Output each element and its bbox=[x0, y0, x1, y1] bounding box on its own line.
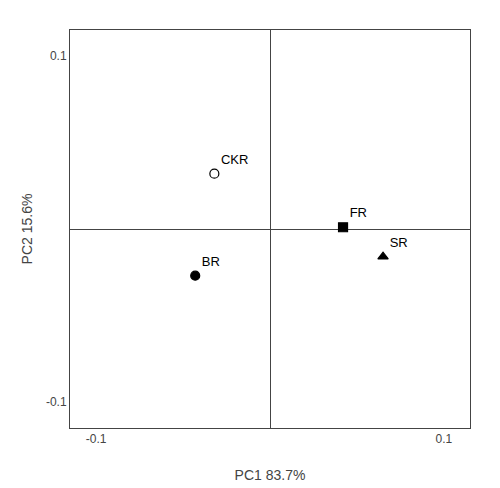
svg-text:BR: BR bbox=[202, 254, 220, 269]
svg-text:CKR: CKR bbox=[221, 152, 248, 167]
svg-text:FR: FR bbox=[350, 205, 367, 220]
svg-text:PC2 15.6%: PC2 15.6% bbox=[19, 194, 35, 265]
svg-text:-0.1: -0.1 bbox=[46, 395, 67, 409]
svg-text:-0.1: -0.1 bbox=[86, 432, 107, 446]
svg-text:PC1 83.7%: PC1 83.7% bbox=[235, 467, 306, 483]
svg-text:0.1: 0.1 bbox=[50, 49, 67, 63]
svg-text:SR: SR bbox=[390, 235, 408, 250]
svg-text:0.1: 0.1 bbox=[436, 432, 453, 446]
